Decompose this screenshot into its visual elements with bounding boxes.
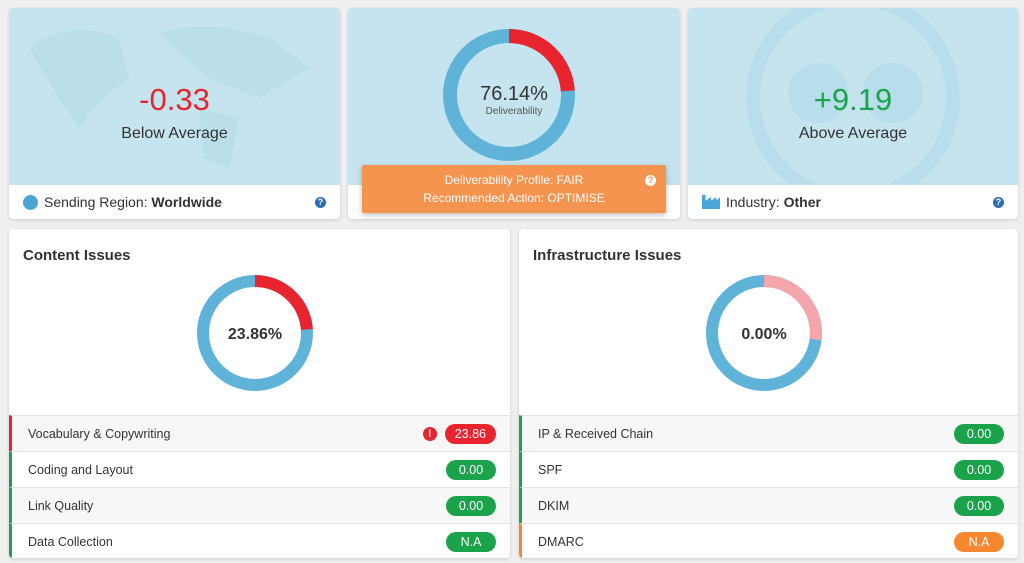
issue-score-badge: 0.00 (954, 495, 1004, 516)
content-donut (197, 275, 313, 391)
industry-score: +9.19 (813, 82, 893, 117)
content-issues-card: Content Issues 23.86% Vocabulary & Copyw… (9, 229, 510, 558)
help-icon[interactable]: ? (993, 196, 1004, 208)
issue-score-badge: 0.00 (954, 423, 1004, 444)
help-icon[interactable]: ? (645, 175, 656, 186)
infrastructure-issues-card: Infrastructure Issues 0.00% IP & Receive… (519, 229, 1018, 558)
infra-percent: 0.00% (741, 326, 787, 343)
issue-row[interactable]: Coding and Layout 0.00 (9, 451, 510, 487)
globe-icon (23, 194, 38, 210)
people-icon-background (746, 8, 960, 185)
industry-footer-label: Industry: (726, 194, 784, 210)
factory-icon (702, 195, 720, 209)
issue-score-badge: 0.00 (446, 459, 496, 480)
issue-row[interactable]: IP & Received Chain 0.00 (519, 415, 1018, 451)
issue-label: Link Quality (28, 498, 94, 513)
issue-label: Data Collection (28, 534, 113, 549)
issue-score-badge: 0.00 (954, 459, 1004, 480)
issue-label: DMARC (538, 534, 584, 549)
deliverability-label: Deliverability (485, 106, 543, 117)
issue-row[interactable]: DKIM 0.00 (519, 487, 1018, 523)
industry-card: +9.19 Above Average Industry: Other ? (688, 8, 1018, 219)
issue-label: DKIM (538, 498, 570, 513)
industry-value: Other (783, 194, 821, 210)
region-value: Worldwide (151, 194, 222, 210)
help-icon[interactable]: ? (315, 196, 326, 208)
issue-label: Vocabulary & Copywriting (28, 426, 171, 441)
issue-row[interactable]: SPF 0.00 (519, 451, 1018, 487)
issue-label: IP & Received Chain (538, 426, 654, 441)
issue-score-badge: 23.86 (444, 423, 496, 444)
content-percent: 23.86% (227, 326, 283, 343)
deliverability-percent: 76.14% (480, 83, 548, 105)
region-card: -0.33 Below Average Sending Region: Worl… (9, 8, 340, 219)
infra-donut (706, 275, 822, 391)
region-score: -0.33 (139, 82, 210, 117)
issue-score-badge: 0.00 (446, 495, 496, 516)
issue-row[interactable]: DMARC N.A (519, 523, 1018, 558)
issue-row[interactable]: Data Collection N.A (9, 523, 510, 558)
deliverability-profile-tooltip: Deliverability Profile: FAIR Recommended… (362, 165, 666, 213)
infra-title: Infrastructure Issues (533, 247, 682, 264)
region-label: Below Average (121, 125, 228, 142)
issue-row[interactable]: Vocabulary & Copywriting! 23.86 (9, 415, 510, 451)
alert-icon: ! (422, 426, 437, 441)
issue-label: Coding and Layout (28, 462, 133, 477)
region-footer-label: Sending Region: (44, 194, 152, 210)
content-title: Content Issues (23, 247, 131, 264)
world-map-background (9, 8, 340, 185)
deliverability-donut (443, 29, 575, 161)
industry-label: Above Average (798, 125, 908, 142)
issue-score-badge: N.A (954, 531, 1004, 552)
issue-score-badge: N.A (446, 531, 496, 552)
issue-label: SPF (538, 462, 563, 477)
action-text: Recommended Action: OPTIMISE (423, 191, 605, 205)
profile-text: Deliverability Profile: FAIR (444, 173, 584, 187)
issue-row[interactable]: Link Quality 0.00 (9, 487, 510, 523)
